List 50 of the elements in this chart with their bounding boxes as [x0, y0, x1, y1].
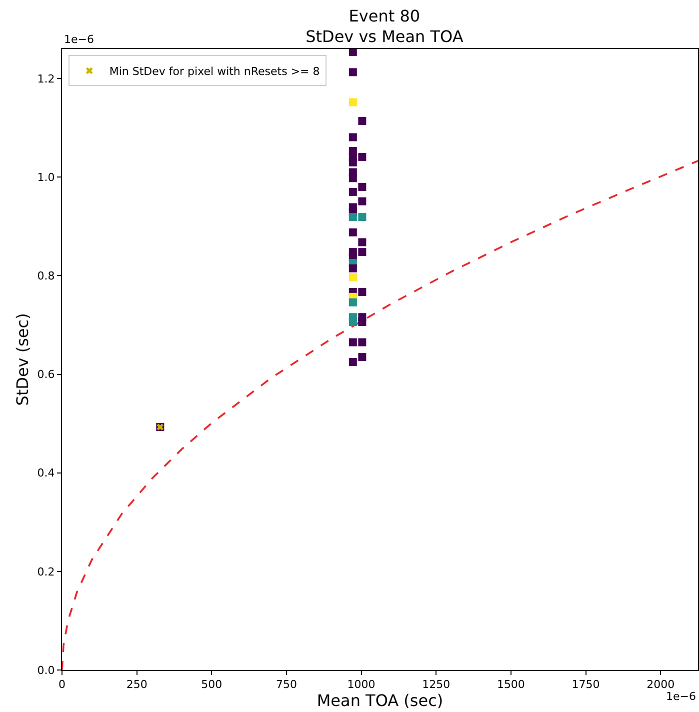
point — [358, 197, 366, 206]
point — [358, 318, 366, 326]
x-tick-label: 1250 — [422, 678, 450, 692]
point — [358, 353, 366, 362]
point — [358, 238, 366, 246]
x-tick-label: 750 — [276, 678, 297, 692]
point — [348, 338, 357, 346]
point — [348, 133, 357, 142]
point — [348, 318, 357, 326]
chart-subtitle: StDev vs Mean TOA — [306, 27, 464, 46]
point — [348, 298, 357, 306]
x-tick-label: 0 — [58, 678, 66, 692]
y-tick-label: 0.8 — [37, 270, 55, 283]
point — [348, 273, 357, 282]
y-tick-label: 1.2 — [37, 72, 55, 86]
point — [348, 228, 357, 236]
x-tick-label: 1500 — [496, 678, 525, 692]
y-tick-label: 0.2 — [37, 565, 55, 578]
x-tick-label: 1750 — [572, 678, 600, 692]
point — [358, 152, 366, 161]
point — [358, 248, 366, 256]
x-axis-title: Mean TOA (sec) — [316, 691, 444, 710]
x-tick-label: 2000 — [646, 678, 675, 692]
point — [348, 49, 357, 56]
text: 1e−6 — [64, 33, 94, 46]
point — [348, 68, 357, 76]
x-tick-label: 250 — [126, 678, 148, 692]
chart-title: Event 80 — [348, 6, 420, 26]
point — [348, 98, 357, 106]
point — [358, 288, 366, 296]
legend-label: Min StDev for pixel with nResets >= 8 — [109, 65, 320, 78]
y-tick-label: 0.0 — [37, 664, 55, 677]
point — [348, 188, 357, 196]
point — [358, 213, 366, 222]
point — [348, 158, 357, 166]
point — [348, 213, 357, 222]
point — [348, 358, 357, 366]
x-tick-label: 1000 — [347, 678, 376, 692]
y-tick-label: 0.4 — [37, 466, 55, 480]
y-tick-label: 0.6 — [37, 368, 55, 382]
x-tick-label: 500 — [201, 678, 222, 692]
y-axis-title: StDev (sec) — [13, 313, 32, 406]
point — [348, 174, 357, 182]
point — [348, 264, 357, 272]
text: 1e−6 — [666, 690, 696, 703]
point — [358, 338, 366, 346]
line-series — [62, 160, 698, 670]
y-tick-label: 1.0 — [37, 170, 55, 184]
point — [358, 116, 366, 125]
point — [358, 183, 366, 191]
